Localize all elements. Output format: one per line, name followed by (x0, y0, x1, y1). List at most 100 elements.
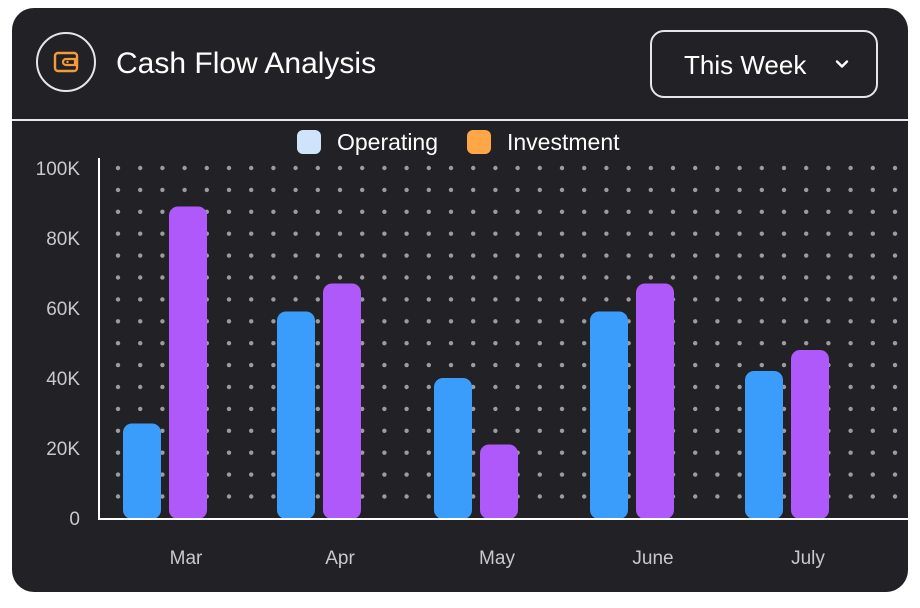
bar-investment-june[interactable] (636, 283, 674, 520)
grid-dot (360, 406, 365, 412)
grid-dot (604, 253, 609, 258)
y-tick-label: 100K (36, 159, 81, 180)
grid-dot (870, 165, 875, 171)
grid-dot (360, 319, 365, 324)
grid-dot (315, 253, 320, 258)
grid-dot (870, 406, 875, 412)
grid-dot (426, 275, 431, 280)
grid-dot (404, 275, 409, 280)
grid-dot (493, 428, 498, 433)
grid-dot (781, 362, 787, 368)
grid-dot (559, 319, 565, 324)
bar-operating-july[interactable] (745, 371, 783, 519)
grid-dot (559, 275, 565, 280)
x-tick-label: Mar (170, 548, 203, 569)
grid-dot (271, 494, 276, 499)
grid-dot (759, 319, 764, 324)
y-tick-label: 0 (69, 509, 80, 530)
grid-dot (382, 384, 387, 390)
grid-dot (848, 253, 853, 258)
grid-dot (559, 428, 565, 433)
bar-operating-mar[interactable] (123, 423, 161, 520)
grid-dot (471, 472, 476, 477)
grid-dot (249, 187, 254, 193)
bar-operating-may[interactable] (434, 378, 472, 519)
grid-dot (715, 406, 720, 412)
bar-investment-july[interactable] (791, 350, 829, 519)
grid-dot (537, 428, 542, 433)
grid-dot (226, 341, 232, 346)
grid-dot (715, 384, 720, 390)
x-tick-label: June (632, 548, 673, 569)
grid-dot (804, 341, 809, 346)
grid-dot (271, 428, 276, 433)
grid-dot (115, 384, 121, 390)
period-dropdown-label: This Week (684, 50, 807, 80)
chevron-down-icon (835, 60, 849, 68)
grid-dot (693, 472, 698, 477)
grid-dot (493, 319, 498, 324)
grid-dot (138, 253, 143, 258)
grid-dot (559, 362, 565, 368)
grid-dot (826, 253, 831, 258)
grid-dot (715, 450, 720, 455)
grid-dot (160, 187, 165, 193)
grid-dot (826, 275, 831, 280)
grid-dot (160, 209, 165, 214)
grid-dot (471, 297, 476, 302)
grid-dot (693, 428, 698, 433)
grid-dot (249, 406, 254, 412)
grid-dot (804, 187, 809, 193)
grid-dot (493, 406, 498, 412)
bar-group (123, 206, 829, 520)
grid-dot (870, 253, 875, 258)
grid-dot (493, 362, 498, 368)
grid-dot (848, 275, 853, 280)
grid-dot (648, 209, 653, 214)
grid-dot (426, 253, 431, 258)
bar-operating-apr[interactable] (277, 311, 315, 520)
grid-dot (160, 472, 165, 477)
grid-dot (582, 450, 587, 455)
grid-dot (360, 494, 365, 499)
bar-investment-may[interactable] (480, 444, 518, 520)
grid-dot (315, 231, 320, 236)
grid-dot (693, 450, 698, 455)
grid-dot (271, 253, 276, 258)
grid-dot (892, 209, 898, 214)
grid-dot (160, 253, 165, 258)
legend-label-investment: Investment (507, 129, 620, 155)
grid-dot (759, 275, 764, 280)
grid-dot (559, 187, 565, 193)
grid-dot (315, 187, 320, 193)
bar-investment-mar[interactable] (169, 206, 207, 520)
grid-dot (648, 253, 653, 258)
grid-dot (848, 231, 853, 236)
grid-dot (848, 165, 853, 171)
grid-dot (360, 253, 365, 258)
grid-dot (315, 384, 320, 390)
grid-dot (781, 253, 787, 258)
grid-dot (493, 384, 498, 390)
grid-dot (249, 231, 254, 236)
grid-dot (848, 362, 853, 368)
grid-dot (249, 472, 254, 477)
bar-investment-apr[interactable] (323, 283, 361, 520)
grid-dot (826, 319, 831, 324)
grid-dot (604, 209, 609, 214)
wallet-icon (36, 32, 96, 92)
period-dropdown[interactable]: This Week (650, 30, 878, 98)
bar-operating-june[interactable] (590, 311, 628, 520)
grid-dot (759, 362, 764, 368)
grid-dot (426, 494, 431, 499)
grid-dot (426, 362, 431, 368)
grid-dot (271, 341, 276, 346)
grid-dot (781, 297, 787, 302)
grid-dot (138, 384, 143, 390)
grid-dot (848, 187, 853, 193)
grid-dot (226, 165, 232, 171)
grid-dot (315, 406, 320, 412)
grid-dot (138, 341, 143, 346)
grid-dot (360, 341, 365, 346)
grid-dot (493, 275, 498, 280)
